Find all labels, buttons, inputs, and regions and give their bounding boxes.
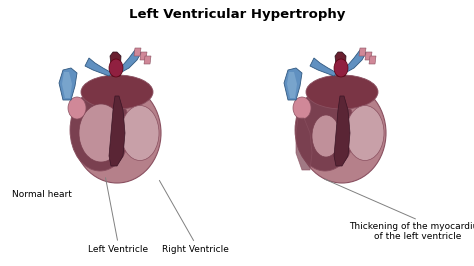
Ellipse shape: [295, 89, 355, 171]
Ellipse shape: [334, 59, 348, 77]
Polygon shape: [284, 68, 302, 100]
Polygon shape: [359, 48, 366, 56]
Ellipse shape: [79, 104, 123, 162]
Text: Thickening of the myocardium
of the left ventricle: Thickening of the myocardium of the left…: [349, 222, 474, 242]
Ellipse shape: [73, 83, 161, 183]
Polygon shape: [369, 56, 376, 64]
Polygon shape: [144, 56, 151, 64]
Polygon shape: [296, 118, 312, 170]
Polygon shape: [342, 50, 366, 73]
Ellipse shape: [68, 97, 86, 119]
Polygon shape: [110, 52, 121, 76]
Polygon shape: [59, 68, 77, 100]
Text: Left Ventricle: Left Ventricle: [88, 245, 148, 254]
Text: Normal heart: Normal heart: [12, 190, 72, 199]
Polygon shape: [334, 96, 350, 166]
Ellipse shape: [346, 106, 384, 160]
Polygon shape: [134, 48, 141, 56]
Ellipse shape: [81, 75, 153, 109]
Polygon shape: [365, 52, 372, 60]
Ellipse shape: [121, 106, 159, 160]
Text: Left Ventricular Hypertrophy: Left Ventricular Hypertrophy: [129, 8, 345, 21]
Polygon shape: [140, 52, 147, 60]
Text: Right Ventricle: Right Ventricle: [162, 245, 228, 254]
Polygon shape: [62, 72, 72, 98]
Polygon shape: [310, 58, 337, 76]
Polygon shape: [287, 72, 297, 98]
Ellipse shape: [298, 83, 386, 183]
Polygon shape: [117, 50, 141, 73]
Ellipse shape: [312, 115, 340, 157]
Ellipse shape: [109, 59, 123, 77]
Ellipse shape: [306, 75, 378, 109]
Ellipse shape: [293, 97, 311, 119]
Ellipse shape: [70, 89, 130, 171]
Polygon shape: [335, 52, 346, 76]
Polygon shape: [109, 96, 125, 166]
Polygon shape: [85, 58, 112, 76]
